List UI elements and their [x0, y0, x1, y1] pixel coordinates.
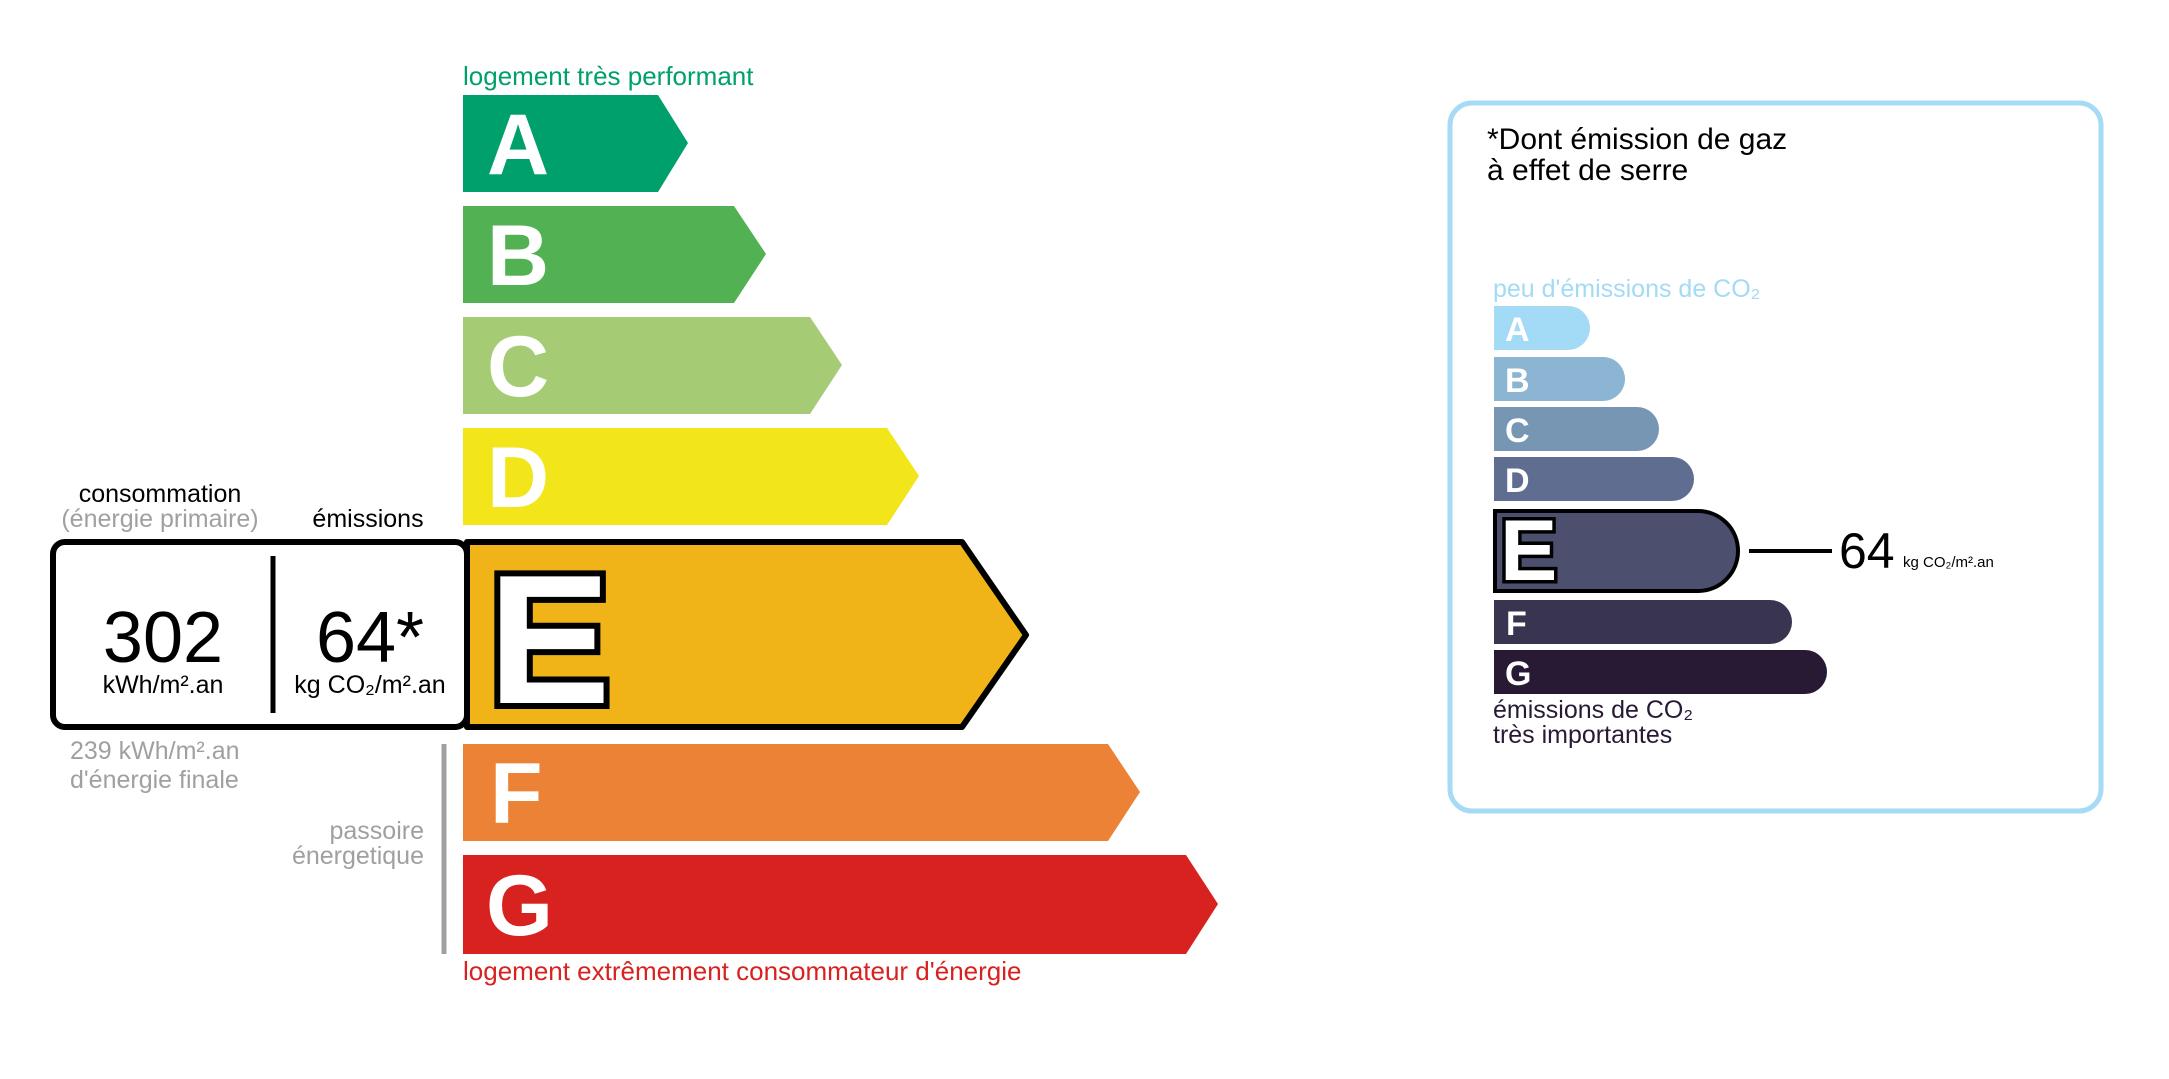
bottom-label: logement extrêmement consommateur d'éner… [463, 956, 1021, 986]
final-energy-value: 239 kWh/m².an [70, 737, 240, 765]
emissions-unit: kg CO₂/m².an [294, 671, 445, 699]
ges-bottom-label: émissions de CO₂ [1493, 696, 1693, 724]
class-letter: F [490, 746, 543, 842]
class-letter: B [1505, 362, 1530, 400]
top-label: logement très performant [463, 61, 754, 91]
passoire-label-2: énergetique [292, 842, 424, 870]
class-letter: B [487, 208, 549, 304]
ges-bottom-label-2: très importantes [1493, 721, 1672, 749]
ges-top-label: peu d'émissions de CO₂ [1493, 275, 1760, 303]
ges-bar-b: B [1494, 357, 1625, 401]
class-letter: E [1500, 503, 1557, 599]
passoire-label: passoire [330, 817, 425, 845]
final-energy-label: d'énergie finale [70, 766, 239, 794]
energy-bar-g: G [463, 855, 1218, 954]
ges-bar-c: C [1494, 407, 1659, 451]
class-letter: E [488, 536, 611, 742]
class-letter: A [487, 97, 549, 193]
ges-bar-e-current: E 64 kg CO₂/m².an [1493, 500, 1994, 603]
consumption-unit: kWh/m².an [103, 671, 224, 699]
consumption-value: 302 [103, 598, 223, 678]
energy-bar-c: C [463, 317, 842, 415]
ges-title: *Dont émission de gaz [1487, 123, 1787, 156]
energy-bar-f: F [463, 744, 1140, 842]
ges-bar-f: F [1494, 600, 1792, 644]
consumption-sublabel: (énergie primaire) [61, 505, 258, 533]
ges-title-2: à effet de serre [1487, 154, 1688, 187]
class-letter: C [487, 319, 549, 415]
ges-unit: kg CO₂/m².an [1903, 554, 1994, 571]
class-letter: G [486, 858, 553, 954]
energy-bar-b: B [463, 206, 766, 304]
ges-bar-g: G [1494, 650, 1827, 694]
class-letter: C [1505, 412, 1530, 450]
class-letter: D [1505, 462, 1530, 500]
class-letter: F [1506, 605, 1527, 643]
class-letter: G [1505, 655, 1531, 693]
ges-panel: *Dont émission de gaz à effet de serre p… [1447, 100, 2104, 814]
consumption-label: consommation [79, 480, 242, 508]
ges-bar-a: A [1494, 306, 1590, 350]
emissions-value: 64* [316, 598, 424, 678]
class-letter: D [487, 430, 549, 526]
energy-bar-d: D [463, 428, 919, 526]
ges-value: 64 [1839, 523, 1895, 579]
emissions-label: émissions [312, 505, 423, 533]
energy-bar-a: A [463, 95, 688, 193]
energy-bar-e-current: E 302 kWh/m².an 64* kg CO₂/m².an [50, 530, 1029, 748]
class-letter: A [1505, 311, 1530, 349]
ges-bar-d: D [1494, 457, 1694, 501]
